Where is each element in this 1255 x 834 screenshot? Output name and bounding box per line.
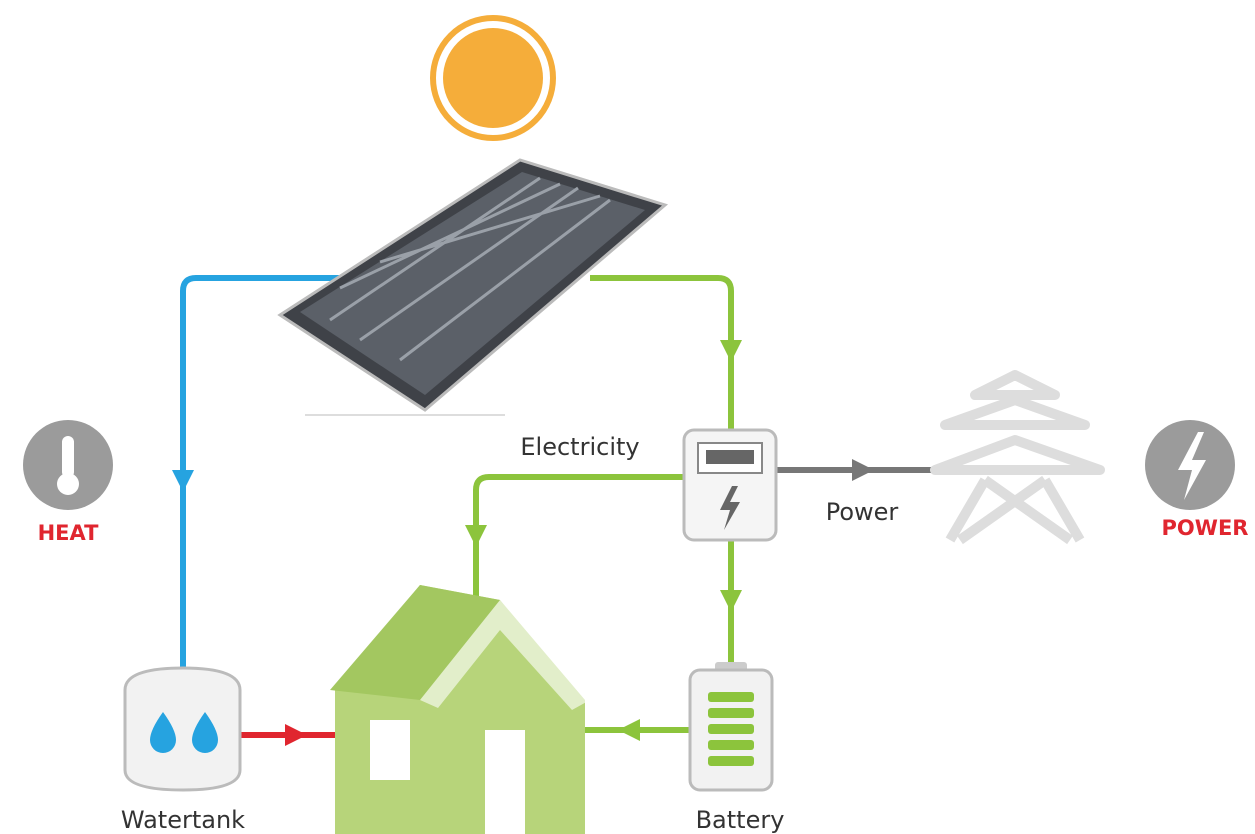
electricity-label: Electricity [520,433,639,461]
meter [684,430,776,540]
solar-panel [280,160,665,415]
electric-line [476,477,684,600]
arrow [618,719,640,741]
thermometer [62,436,74,478]
heat-label: HEAT [38,521,100,545]
power-label: POWER [1162,516,1249,540]
arrow [720,590,742,612]
diagram: Electricity Power HEAT POWER Watertank B… [0,0,1255,834]
pylon [935,375,1100,540]
thermometer-bulb [57,473,79,495]
arrow [172,470,194,492]
battery-label: Battery [696,806,785,834]
battery [690,662,772,790]
arrow [285,724,307,746]
arrow [852,459,874,481]
house [330,585,590,834]
arrow [720,340,742,362]
sun [443,28,543,128]
watertank-label: Watertank [121,806,245,834]
arrow [465,525,487,547]
watertank [125,668,240,790]
power-flow-label: Power [826,498,899,526]
electric-line [590,278,731,430]
